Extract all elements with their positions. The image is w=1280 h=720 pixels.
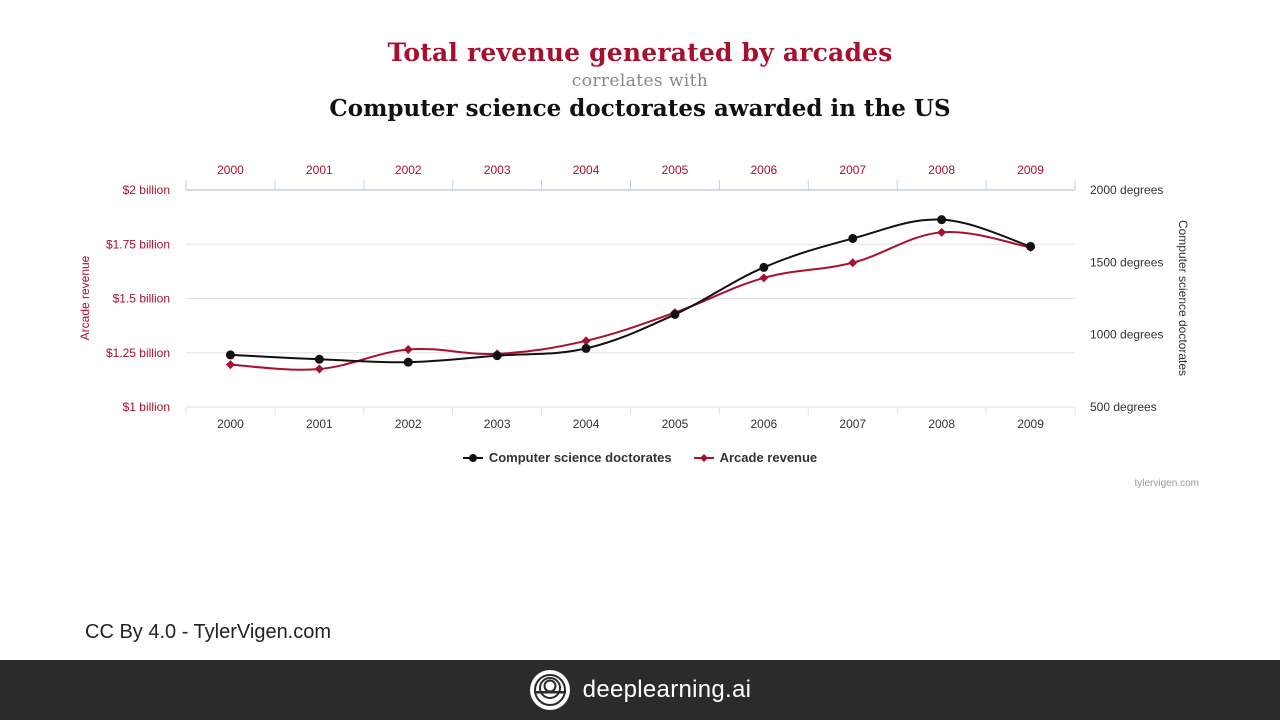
top-x-tick-label: 2005 xyxy=(662,163,689,177)
bottom-x-tick-label: 2001 xyxy=(306,417,333,431)
footer-brand: deeplearning.ai xyxy=(582,676,752,703)
circle-marker-icon xyxy=(462,453,483,462)
legend-item-arcade[interactable]: Arcade revenue xyxy=(693,450,818,465)
left-y-tick-label: $1.25 billion xyxy=(106,346,170,360)
bottom-x-tick-label: 2009 xyxy=(1017,417,1044,431)
bottom-x-tick-label: 2000 xyxy=(217,417,244,431)
top-x-tick-label: 2008 xyxy=(928,163,955,177)
arcade-revenue-point xyxy=(848,258,858,268)
legend-label-cs: Computer science doctorates xyxy=(488,450,672,465)
right-y-tick-label: 1000 degrees xyxy=(1090,328,1163,342)
top-x-tick-label: 2001 xyxy=(306,163,333,177)
chart-legend: Computer science doctorates Arcade reven… xyxy=(0,450,1280,465)
arcade-revenue-line xyxy=(230,231,1031,371)
left-axis-title: Arcade revenue xyxy=(78,255,92,340)
chart-connector-text: correlates with xyxy=(571,71,709,91)
cs-doctorates-point xyxy=(937,215,947,225)
license-text: CC By 4.0 - TylerVigen.com xyxy=(85,621,332,643)
arcade-revenue-point xyxy=(937,227,947,237)
arcade-revenue-point xyxy=(314,364,324,374)
bottom-x-tick-label: 2002 xyxy=(395,417,422,431)
correlation-chart: 2000 2000 2001 2001 2002 2002 2003 2003 2004 2004… xyxy=(78,163,1190,431)
bottom-x-tick-label: 2003 xyxy=(484,417,511,431)
right-y-tick-label: 2000 degrees xyxy=(1090,183,1163,197)
top-x-tick-label: 2006 xyxy=(750,163,777,177)
right-axis-title: Computer science doctorates xyxy=(1176,220,1190,376)
cs-doctorates-line xyxy=(230,218,1031,364)
legend-item-cs[interactable]: Computer science doctorates xyxy=(462,450,672,465)
cs-doctorates-point xyxy=(581,343,591,353)
footer-bar: deeplearning.ai xyxy=(0,660,1280,720)
top-x-tick-label: 2009 xyxy=(1017,163,1044,177)
cs-doctorates-point xyxy=(225,350,235,360)
cs-doctorates-point xyxy=(314,354,324,364)
chart-subtitle: Computer science doctorates awarded in t… xyxy=(329,95,951,122)
bottom-x-tick-label: 2008 xyxy=(928,417,955,431)
right-y-tick-label: 1500 degrees xyxy=(1090,255,1163,269)
top-x-tick-label: 2004 xyxy=(573,163,600,177)
chart-title: Total revenue generated by arcades xyxy=(387,38,893,67)
left-y-tick-label: $2 billion xyxy=(123,183,170,197)
cs-doctorates-point xyxy=(492,351,502,361)
arcade-revenue-point xyxy=(581,336,591,346)
diamond-marker-icon xyxy=(693,453,714,462)
top-x-tick-label: 2003 xyxy=(484,163,511,177)
arcade-revenue-point xyxy=(403,344,413,354)
left-y-tick-label: $1.5 billion xyxy=(113,292,170,306)
cs-doctorates-point xyxy=(759,262,769,272)
cs-doctorates-point xyxy=(1026,241,1036,251)
arcade-revenue-point xyxy=(759,273,769,283)
deeplearning-logo-icon xyxy=(529,670,570,710)
source-credit[interactable]: tylervigen.com xyxy=(1134,478,1199,489)
bottom-x-tick-label: 2004 xyxy=(573,417,600,431)
legend-label-arcade: Arcade revenue xyxy=(719,450,818,465)
top-x-tick-label: 2000 xyxy=(217,163,244,177)
cs-doctorates-point xyxy=(670,309,680,319)
arcade-revenue-point xyxy=(225,360,235,370)
left-y-tick-label: $1 billion xyxy=(123,400,170,414)
top-x-tick-label: 2007 xyxy=(839,163,866,177)
bottom-x-tick-label: 2005 xyxy=(662,417,689,431)
bottom-x-tick-label: 2006 xyxy=(750,417,777,431)
left-y-tick-label: $1.75 billion xyxy=(106,237,170,251)
slide: Total revenue generated by arcades corre… xyxy=(0,38,1280,643)
cs-doctorates-point xyxy=(403,357,413,367)
top-x-tick-label: 2002 xyxy=(395,163,422,177)
bottom-x-tick-label: 2007 xyxy=(839,417,866,431)
cs-doctorates-point xyxy=(848,233,858,243)
right-y-tick-label: 500 degrees xyxy=(1090,400,1157,414)
